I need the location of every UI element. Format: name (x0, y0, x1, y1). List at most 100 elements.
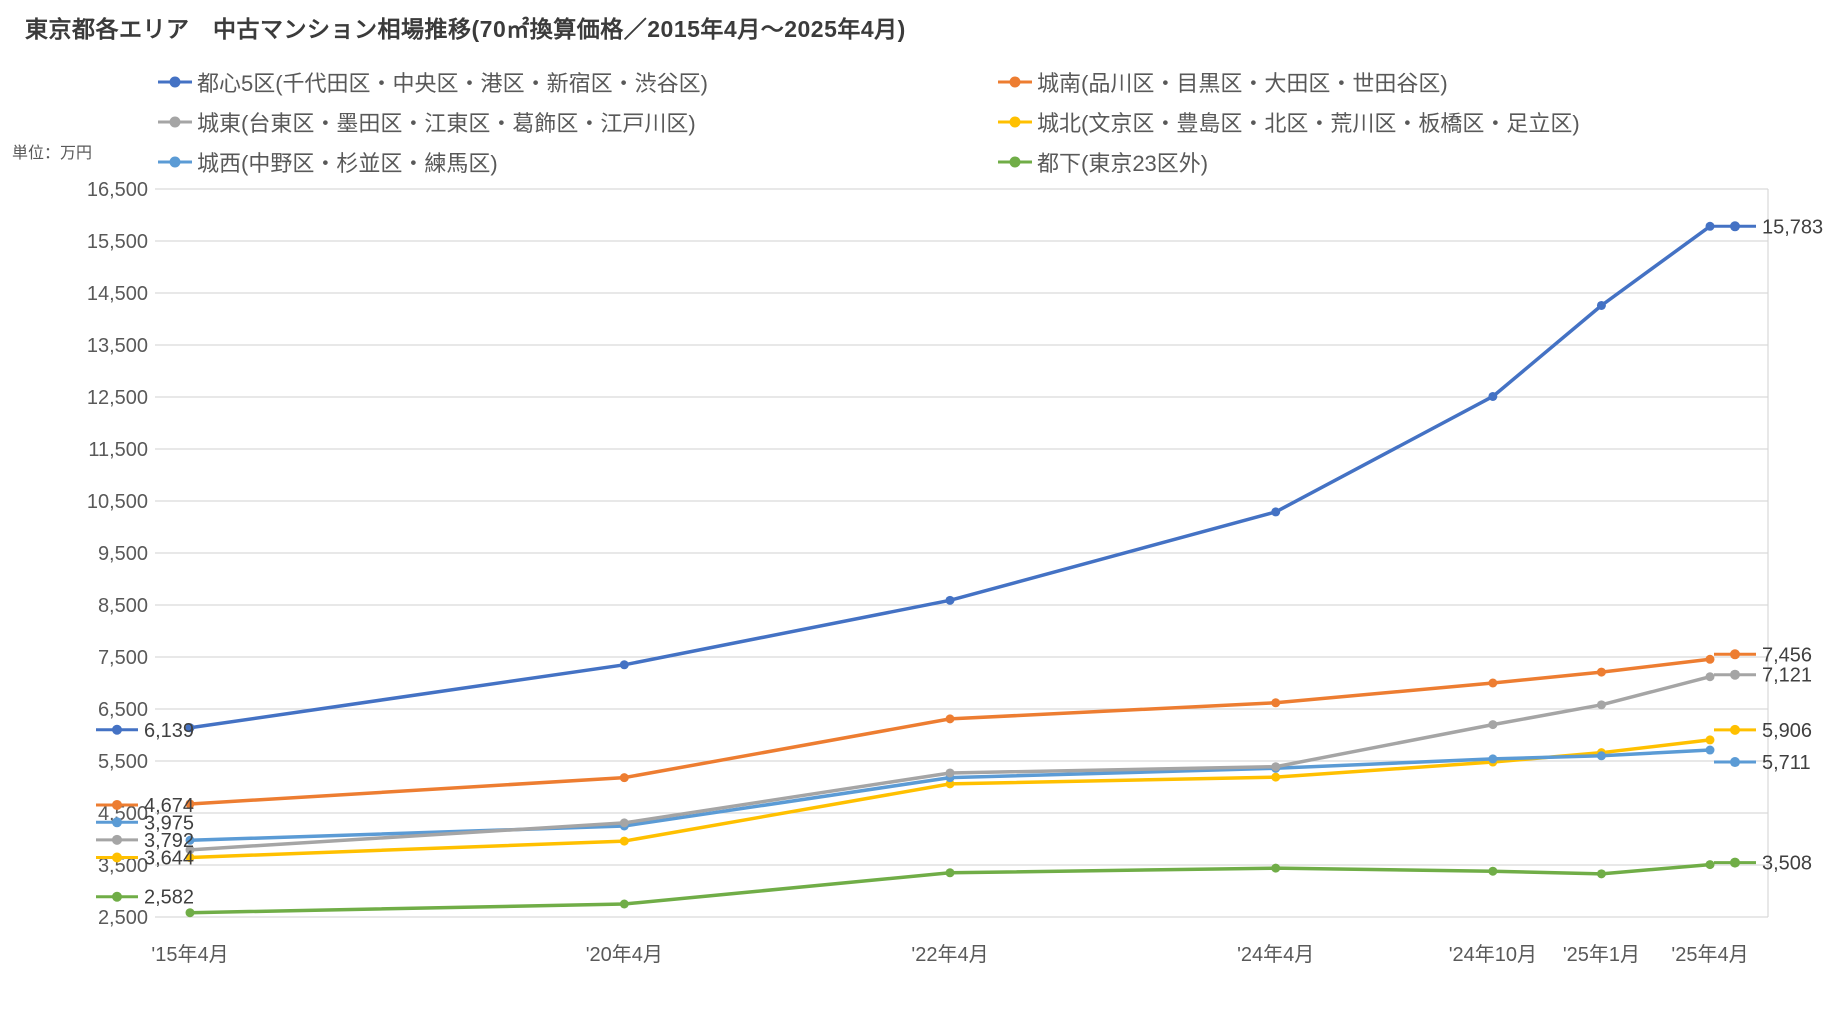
svg-text:2,582: 2,582 (144, 887, 194, 909)
data-point (1271, 698, 1281, 708)
series-line-1 (185, 654, 1715, 809)
last-point-label-0: 15,783 (1714, 216, 1823, 238)
legend-label: 城南(品川区・目黒区・大田区・世田谷区) (1037, 71, 1448, 96)
legend-label: 城東(台東区・墨田区・江東区・葛飾区・江戸川区) (197, 111, 696, 136)
svg-text:3,508: 3,508 (1762, 853, 1812, 875)
svg-text:'25年4月: '25年4月 (1671, 943, 1748, 966)
data-point (619, 818, 629, 828)
line-marker-icon (158, 155, 192, 169)
svg-text:10,500: 10,500 (87, 491, 148, 513)
svg-text:3,792: 3,792 (144, 830, 194, 852)
data-point (619, 660, 629, 670)
first-point-label-5: 2,582 (96, 887, 194, 909)
data-point (1271, 507, 1281, 517)
data-point (945, 595, 955, 605)
svg-text:'20年4月: '20年4月 (586, 943, 663, 966)
legend-label: 都心5区(千代田区・中央区・港区・新宿区・渋谷区) (197, 71, 708, 96)
svg-text:6,500: 6,500 (98, 699, 148, 721)
data-point (1705, 221, 1715, 231)
y-axis-labels: 2,500 3,500 4,500 5,500 6,500 7,500 8,500 9,500… (87, 179, 148, 929)
svg-text:'25年1月: '25年1月 (1563, 943, 1640, 966)
line-marker-icon (998, 155, 1032, 169)
data-point (1488, 720, 1498, 730)
data-point (1596, 700, 1606, 710)
data-point (619, 773, 629, 783)
legend-item-5: 都下(東京23区外) (998, 146, 1208, 178)
svg-text:15,500: 15,500 (87, 231, 148, 253)
svg-text:3,975: 3,975 (144, 812, 194, 834)
last-point-label-3: 5,906 (1714, 720, 1812, 742)
svg-text:4,500: 4,500 (98, 803, 148, 825)
data-point (185, 845, 195, 855)
svg-text:'22年4月: '22年4月 (911, 943, 988, 966)
data-point (1488, 678, 1498, 688)
line-marker-icon (998, 115, 1032, 129)
svg-text:12,500: 12,500 (87, 387, 148, 409)
first-point-label-3: 3,644 (96, 848, 194, 870)
data-point (945, 714, 955, 724)
svg-text:7,121: 7,121 (1762, 665, 1812, 687)
data-point (185, 799, 195, 809)
data-point (1271, 762, 1281, 772)
data-point (1705, 745, 1715, 755)
legend-item-3: 城北(文京区・豊島区・北区・荒川区・板橋区・足立区) (998, 106, 1580, 138)
legend-item-4: 城西(中野区・杉並区・練馬区) (158, 146, 498, 178)
data-point (185, 835, 195, 845)
svg-text:7,500: 7,500 (98, 647, 148, 669)
data-point (1596, 300, 1606, 310)
svg-text:8,500: 8,500 (98, 595, 148, 617)
data-point (185, 723, 195, 733)
data-point (1596, 667, 1606, 677)
legend-label: 都下(東京23区外) (1037, 151, 1209, 176)
svg-text:15,783: 15,783 (1762, 216, 1823, 238)
svg-text:7,456: 7,456 (1762, 644, 1812, 666)
line-marker-icon (158, 75, 192, 89)
data-point (185, 908, 195, 918)
data-point (1705, 672, 1715, 682)
svg-text:'24年4月: '24年4月 (1237, 943, 1314, 966)
svg-text:'15年4月: '15年4月 (151, 943, 228, 966)
data-point (945, 868, 955, 878)
svg-text:14,500: 14,500 (87, 283, 148, 305)
svg-text:6,139: 6,139 (144, 720, 194, 742)
last-point-label-1: 7,456 (1714, 644, 1812, 666)
svg-text:5,906: 5,906 (1762, 720, 1812, 742)
series-line-2 (185, 672, 1715, 855)
data-point (1271, 772, 1281, 782)
data-point (945, 779, 955, 789)
data-point (1488, 754, 1498, 764)
data-point (619, 836, 629, 846)
legend-item-0: 都心5区(千代田区・中央区・港区・新宿区・渋谷区) (158, 66, 708, 98)
x-axis-labels: '15年4月 '20年4月 '22年4月 '24年4月 '24年10月 '25年1月 '25… (151, 943, 1748, 966)
data-point (1488, 391, 1498, 401)
last-point-label-4: 5,711 (1714, 752, 1811, 774)
svg-text:2,500: 2,500 (98, 907, 148, 929)
first-point-label-2: 3,792 (96, 830, 194, 852)
data-point (1596, 751, 1606, 761)
first-point-label-0: 6,139 (96, 720, 194, 742)
svg-text:3,644: 3,644 (144, 848, 194, 870)
line-marker-icon (998, 75, 1032, 89)
svg-text:5,500: 5,500 (98, 751, 148, 773)
line-marker-icon (158, 115, 192, 129)
data-point (1705, 654, 1715, 664)
legend-item-1: 城南(品川区・目黒区・大田区・世田谷区) (998, 66, 1448, 98)
data-point (1488, 866, 1498, 876)
svg-text:16,500: 16,500 (87, 179, 148, 201)
data-point (1705, 735, 1715, 745)
legend-label: 城西(中野区・杉並区・練馬区) (197, 151, 498, 176)
svg-text:5,711: 5,711 (1762, 752, 1811, 774)
svg-text:11,500: 11,500 (88, 439, 148, 461)
data-point (185, 853, 195, 863)
svg-text:3,500: 3,500 (98, 855, 148, 877)
data-point (1596, 869, 1606, 879)
series-line-0 (185, 221, 1715, 733)
chart-title: 東京都各エリア 中古マンション相場推移(70㎡換算価格／2015年4月～2025… (25, 16, 906, 42)
svg-text:13,500: 13,500 (87, 335, 148, 357)
last-point-label-5: 3,508 (1714, 853, 1812, 875)
data-point (1705, 860, 1715, 870)
svg-text:'24年10月: '24年10月 (1449, 943, 1537, 966)
last-point-label-2: 7,121 (1714, 665, 1812, 687)
